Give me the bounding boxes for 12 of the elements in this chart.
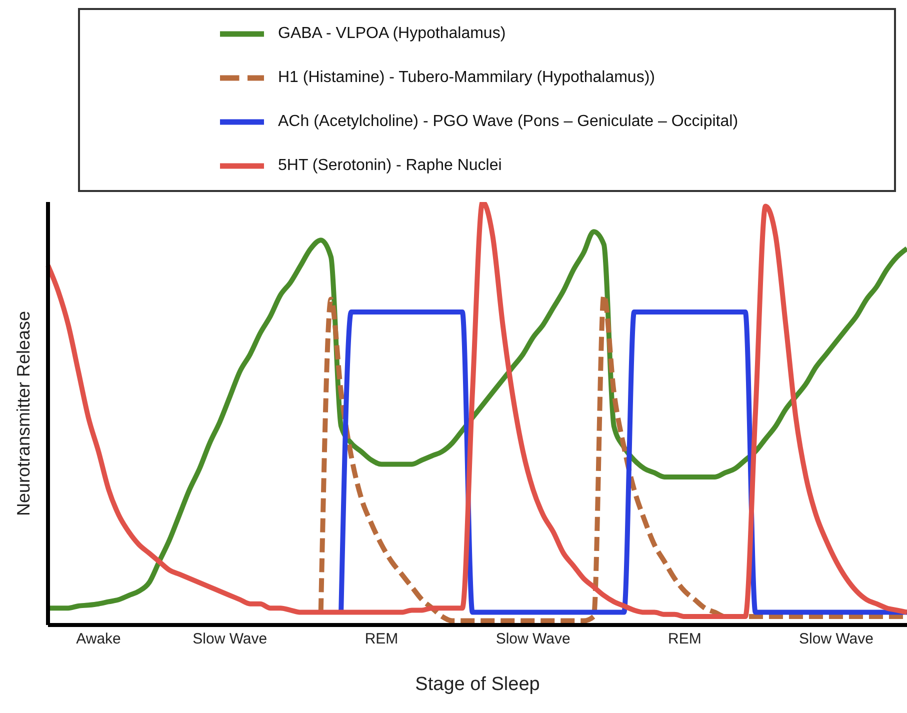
legend-label: H1 (Histamine) - Tubero-Mammilary (Hypothalamus)) [278,69,655,86]
x-tick-label: Slow Wave [192,630,268,648]
y-axis-title: Neurotransmitter Release [13,310,34,516]
x-tick-label: REM [364,630,398,648]
legend-label: GABA - VLPOA (Hypothalamus) [278,25,506,42]
legend-label: ACh (Acetylcholine) - PGO Wave (Pons – Geniculate – Occipital) [278,113,738,130]
legend-label: 5HT (Serotonin) - Raphe Nuclei [278,157,502,174]
x-tick-label: Awake [76,630,121,648]
x-tick-label: REM [668,630,702,648]
x-axis-title: Stage of Sleep [415,674,540,695]
x-tick-label: Slow Wave [799,630,874,648]
x-tick-label: Slow Wave [496,630,570,648]
